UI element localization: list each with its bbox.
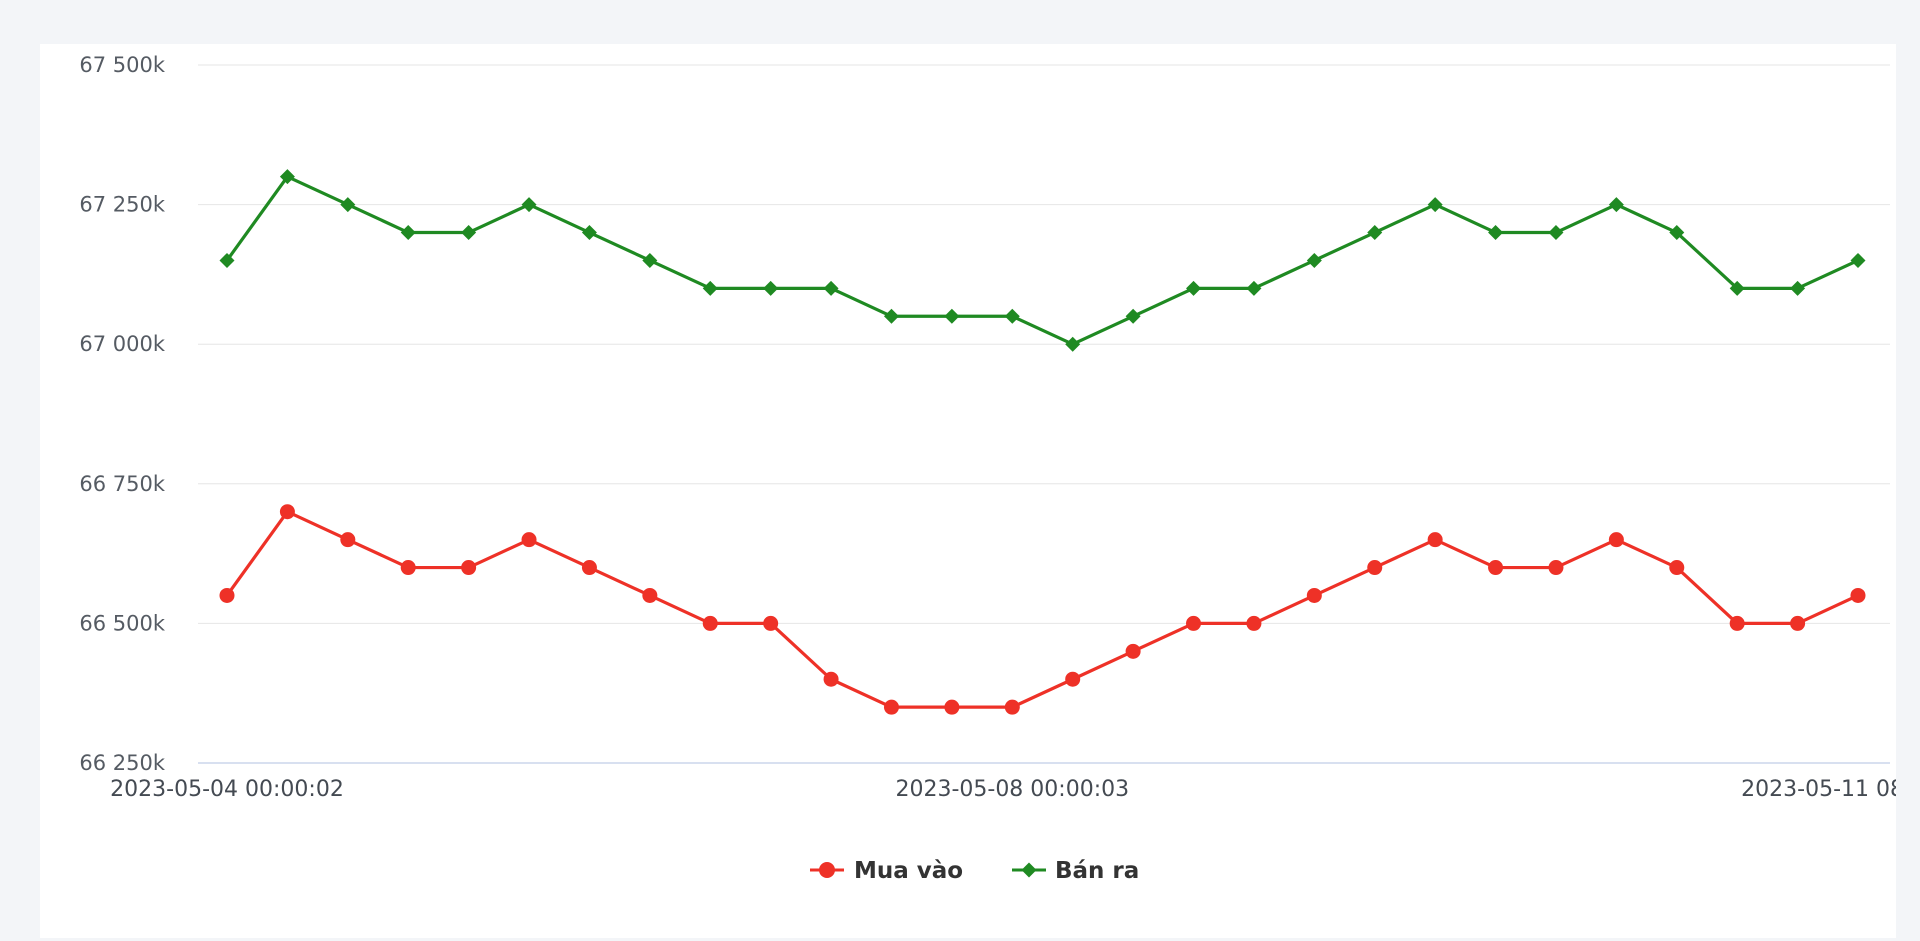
y-tick-label: 67 500k	[79, 53, 165, 77]
data-point[interactable]	[702, 615, 718, 631]
data-point[interactable]	[1306, 587, 1322, 603]
y-tick-label: 67 250k	[79, 193, 165, 217]
data-point[interactable]	[1125, 308, 1141, 324]
data-point[interactable]	[1065, 671, 1081, 687]
y-axis: 67 500k 67 250k 67 000k 66 750k 66 500k 66 25…	[79, 53, 165, 775]
data-point[interactable]	[1488, 225, 1504, 241]
data-point[interactable]	[763, 615, 779, 631]
data-point[interactable]	[1850, 252, 1866, 268]
data-point[interactable]	[1004, 699, 1020, 715]
data-point[interactable]	[1246, 615, 1262, 631]
legend-label: Mua vào	[854, 858, 963, 884]
data-point[interactable]	[1669, 560, 1685, 576]
data-point[interactable]	[1367, 560, 1383, 576]
data-point[interactable]	[1608, 197, 1624, 213]
data-point[interactable]	[581, 225, 597, 241]
data-point[interactable]	[1548, 560, 1564, 576]
data-point[interactable]	[461, 560, 477, 576]
data-point[interactable]	[1065, 336, 1081, 352]
legend-marker-circle	[819, 862, 835, 878]
data-point[interactable]	[1729, 615, 1745, 631]
y-tick-label: 66 750k	[79, 472, 165, 496]
data-point[interactable]	[642, 587, 658, 603]
data-point[interactable]	[521, 197, 537, 213]
series-layer	[219, 169, 1866, 715]
data-point[interactable]	[883, 308, 899, 324]
data-point[interactable]	[279, 169, 295, 185]
legend[interactable]: Mua vào Bán ra	[810, 858, 1139, 884]
data-point[interactable]	[340, 532, 356, 548]
data-point[interactable]	[400, 225, 416, 241]
data-point[interactable]	[400, 560, 416, 576]
data-point[interactable]	[1608, 532, 1624, 548]
data-point[interactable]	[279, 504, 295, 520]
data-point[interactable]	[1790, 615, 1806, 631]
data-point[interactable]	[1246, 280, 1262, 296]
data-point[interactable]	[1367, 225, 1383, 241]
series-mua-vao	[219, 504, 1866, 715]
data-point[interactable]	[1488, 560, 1504, 576]
data-point[interactable]	[642, 252, 658, 268]
chart-panel: 67 500k 67 250k 67 000k 66 750k 66 500k 66 25…	[40, 44, 1896, 938]
data-point[interactable]	[1125, 643, 1141, 659]
data-point[interactable]	[461, 225, 477, 241]
data-point[interactable]	[1548, 225, 1564, 241]
data-point[interactable]	[1186, 615, 1202, 631]
data-point[interactable]	[1790, 280, 1806, 296]
data-point[interactable]	[702, 280, 718, 296]
legend-label: Bán ra	[1055, 858, 1139, 884]
y-tick-label: 66 250k	[79, 751, 165, 775]
data-point[interactable]	[883, 699, 899, 715]
y-tick-label: 67 000k	[79, 332, 165, 356]
data-point[interactable]	[1729, 280, 1745, 296]
series-ban-ra	[219, 169, 1866, 352]
x-tick-label: 2023-05-04 00:00:02	[110, 777, 344, 802]
x-tick-label: 2023-05-08 00:00:03	[895, 777, 1129, 802]
legend-item-mua-vao[interactable]: Mua vào	[810, 858, 963, 884]
y-tick-label: 66 500k	[79, 611, 165, 635]
x-tick-label: 2023-05-11 08:26:01	[1741, 777, 1896, 802]
data-point[interactable]	[1669, 225, 1685, 241]
data-point[interactable]	[581, 560, 597, 576]
data-point[interactable]	[219, 252, 235, 268]
data-point[interactable]	[944, 699, 960, 715]
data-point[interactable]	[1427, 532, 1443, 548]
data-point[interactable]	[1427, 197, 1443, 213]
data-point[interactable]	[1004, 308, 1020, 324]
data-point[interactable]	[1306, 252, 1322, 268]
legend-item-ban-ra[interactable]: Bán ra	[1012, 858, 1139, 884]
legend-marker-diamond	[1021, 862, 1037, 878]
data-point[interactable]	[219, 587, 235, 603]
data-point[interactable]	[823, 671, 839, 687]
series-line	[225, 175, 1860, 346]
grid-lines	[198, 64, 1890, 764]
data-point[interactable]	[521, 532, 537, 548]
data-point[interactable]	[823, 280, 839, 296]
x-axis: 2023-05-04 00:00:02 2023-05-08 00:00:03 20…	[110, 777, 1896, 802]
data-point[interactable]	[763, 280, 779, 296]
series-line	[225, 510, 1860, 709]
data-point[interactable]	[1850, 587, 1866, 603]
line-chart: 67 500k 67 250k 67 000k 66 750k 66 500k 66 25…	[79, 53, 1896, 884]
data-point[interactable]	[944, 308, 960, 324]
data-point[interactable]	[1186, 280, 1202, 296]
data-point[interactable]	[340, 197, 356, 213]
